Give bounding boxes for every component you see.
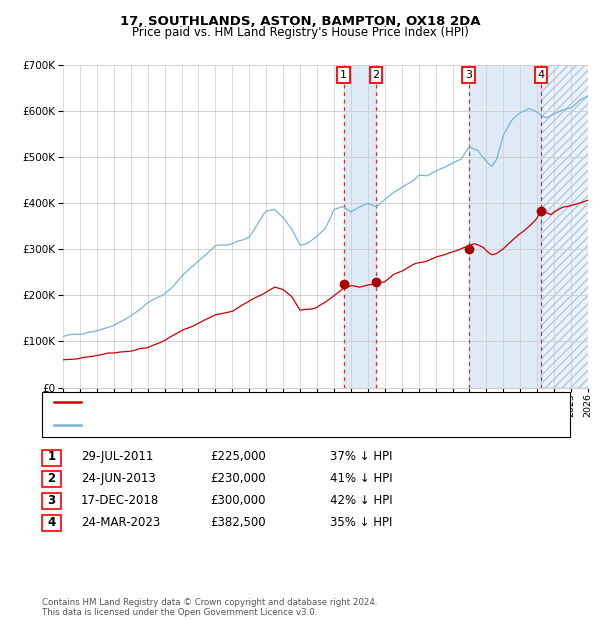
Text: 2: 2 <box>47 472 56 485</box>
Text: 4: 4 <box>47 516 56 528</box>
Bar <box>541 65 596 388</box>
Text: HPI: Average price, detached house, West Oxfordshire: HPI: Average price, detached house, West… <box>87 420 370 430</box>
Text: £382,500: £382,500 <box>210 516 266 528</box>
Text: 42% ↓ HPI: 42% ↓ HPI <box>330 494 392 507</box>
Text: 1: 1 <box>340 70 347 80</box>
Text: 1: 1 <box>47 451 56 463</box>
Bar <box>541 65 596 388</box>
Text: Contains HM Land Registry data © Crown copyright and database right 2024.: Contains HM Land Registry data © Crown c… <box>42 598 377 607</box>
Text: 17-DEC-2018: 17-DEC-2018 <box>81 494 159 507</box>
Bar <box>344 65 376 388</box>
Text: 24-JUN-2013: 24-JUN-2013 <box>81 472 156 485</box>
Text: This data is licensed under the Open Government Licence v3.0.: This data is licensed under the Open Gov… <box>42 608 317 617</box>
Bar <box>469 65 541 388</box>
Text: 3: 3 <box>465 70 472 80</box>
Text: £300,000: £300,000 <box>210 494 265 507</box>
Text: 17, SOUTHLANDS, ASTON, BAMPTON, OX18 2DA: 17, SOUTHLANDS, ASTON, BAMPTON, OX18 2DA <box>120 15 480 27</box>
Text: Price paid vs. HM Land Registry's House Price Index (HPI): Price paid vs. HM Land Registry's House … <box>131 26 469 38</box>
Text: 37% ↓ HPI: 37% ↓ HPI <box>330 451 392 463</box>
Text: £230,000: £230,000 <box>210 472 266 485</box>
Text: 35% ↓ HPI: 35% ↓ HPI <box>330 516 392 528</box>
Text: 3: 3 <box>47 494 56 507</box>
Text: 4: 4 <box>538 70 545 80</box>
Text: 41% ↓ HPI: 41% ↓ HPI <box>330 472 392 485</box>
Text: 29-JUL-2011: 29-JUL-2011 <box>81 451 154 463</box>
Text: 24-MAR-2023: 24-MAR-2023 <box>81 516 160 528</box>
Text: 17, SOUTHLANDS, ASTON, BAMPTON, OX18 2DA (detached house): 17, SOUTHLANDS, ASTON, BAMPTON, OX18 2DA… <box>87 397 434 407</box>
Text: £225,000: £225,000 <box>210 451 266 463</box>
Text: 2: 2 <box>373 70 380 80</box>
